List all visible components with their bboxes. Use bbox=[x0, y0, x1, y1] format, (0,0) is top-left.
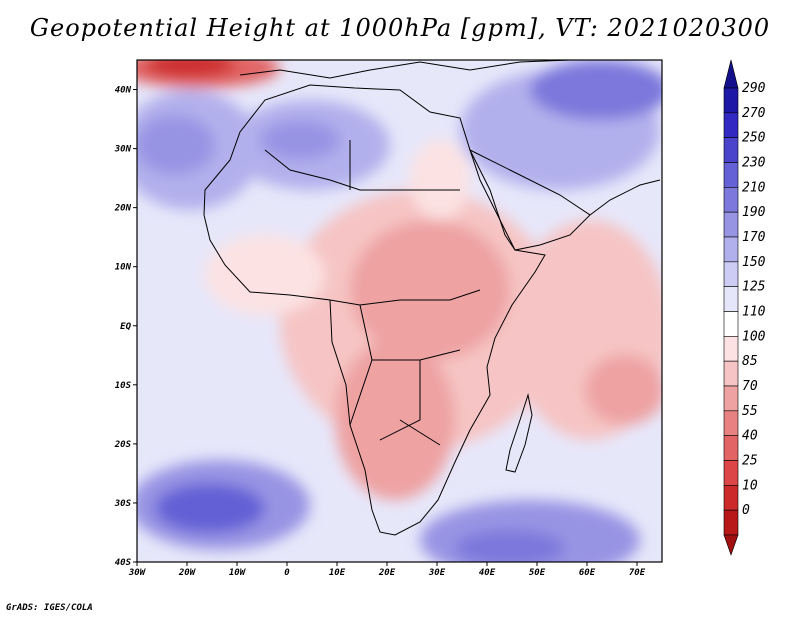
colorbar-segment bbox=[723, 485, 739, 511]
y-tick-label: 30N bbox=[114, 145, 132, 155]
colorbar-label: 290 bbox=[742, 81, 766, 96]
x-tick-label: 20W bbox=[178, 568, 197, 578]
colorbar-segment bbox=[723, 162, 739, 188]
map-frame bbox=[136, 59, 663, 563]
colorbar-segment bbox=[723, 211, 739, 238]
colorbar-bottom-arrow bbox=[723, 534, 739, 556]
colorbar-segment bbox=[723, 360, 739, 387]
colorbar-label: 150 bbox=[742, 255, 766, 270]
colorbar-label: 40 bbox=[742, 429, 758, 444]
y-tick-label: 30S bbox=[114, 499, 132, 509]
x-tick-label: 20E bbox=[378, 568, 396, 578]
x-tick-label: 40E bbox=[479, 568, 496, 578]
height-field bbox=[137, 60, 662, 562]
longitude-axis: 30W 20W 10W 0 10E 20E 30E 40E 50E 60E 70E bbox=[128, 562, 646, 578]
arabia-coastline bbox=[469, 149, 591, 251]
colorbar-segment bbox=[723, 286, 739, 312]
colorbar-segment bbox=[723, 261, 739, 287]
colorbar-label: 230 bbox=[742, 156, 766, 171]
colorbar-segment bbox=[723, 311, 739, 337]
madagascar-coastline bbox=[505, 393, 533, 473]
colorbar-label: 210 bbox=[742, 180, 766, 195]
colorbar-segment bbox=[723, 385, 739, 412]
x-tick-label: 30E bbox=[428, 568, 446, 578]
colorbar-segment bbox=[723, 137, 739, 163]
y-tick-label: 20S bbox=[114, 440, 132, 450]
x-tick-label: 30W bbox=[128, 568, 147, 578]
y-tick-label: EQ bbox=[120, 322, 131, 332]
asia-coastline bbox=[589, 179, 661, 216]
colorbar-segment bbox=[723, 435, 739, 461]
colorbar-label: 25 bbox=[742, 454, 758, 469]
colorbar: 2902702502302101901701501251101008570554… bbox=[723, 59, 766, 556]
y-tick-label: 10N bbox=[115, 263, 132, 273]
colorbar-label: 250 bbox=[742, 131, 766, 146]
colorbar-label: 190 bbox=[742, 205, 766, 220]
colorbar-segment bbox=[723, 509, 739, 536]
x-tick-label: 50E bbox=[529, 568, 546, 578]
x-tick-label: 60E bbox=[579, 568, 596, 578]
latitude-axis: 40N 30N 20N 10N EQ 10S 20S 30S 40S bbox=[114, 86, 137, 568]
country-borders bbox=[264, 140, 481, 446]
colorbar-label: 55 bbox=[742, 404, 758, 419]
x-tick-label: 10E bbox=[329, 568, 346, 578]
y-tick-label: 10S bbox=[115, 381, 132, 391]
colorbar-segment bbox=[723, 236, 739, 263]
land-outlines bbox=[203, 60, 661, 536]
x-tick-label: 0 bbox=[284, 568, 290, 578]
colorbar-segment bbox=[723, 460, 739, 486]
colorbar-label: 70 bbox=[742, 379, 758, 394]
colorbar-label: 0 bbox=[742, 503, 750, 518]
grads-credit: GrADS: IGES/COLA bbox=[6, 603, 93, 613]
colorbar-label: 270 bbox=[742, 106, 766, 121]
colorbar-segment bbox=[723, 112, 739, 138]
colorbar-top-arrow bbox=[723, 59, 739, 89]
colorbar-segment bbox=[723, 336, 739, 362]
x-tick-label: 70E bbox=[629, 568, 646, 578]
map-title: Geopotential Height at 1000hPa [gpm], VT… bbox=[29, 14, 771, 42]
colorbar-segment bbox=[723, 187, 739, 213]
colorbar-label: 110 bbox=[742, 305, 766, 320]
colorbar-label: 85 bbox=[742, 354, 758, 369]
colorbar-segment bbox=[723, 410, 739, 436]
europe-coastline bbox=[239, 60, 571, 79]
colorbar-segment bbox=[723, 87, 739, 114]
colorbar-label: 170 bbox=[742, 230, 766, 245]
colorbar-label: 100 bbox=[742, 329, 766, 344]
y-tick-label: 20N bbox=[114, 204, 132, 214]
y-tick-label: 40S bbox=[115, 558, 132, 568]
colorbar-label: 10 bbox=[742, 478, 758, 493]
y-tick-label: 40N bbox=[115, 86, 132, 96]
colorbar-label: 125 bbox=[742, 280, 766, 295]
x-tick-label: 10W bbox=[229, 568, 247, 578]
